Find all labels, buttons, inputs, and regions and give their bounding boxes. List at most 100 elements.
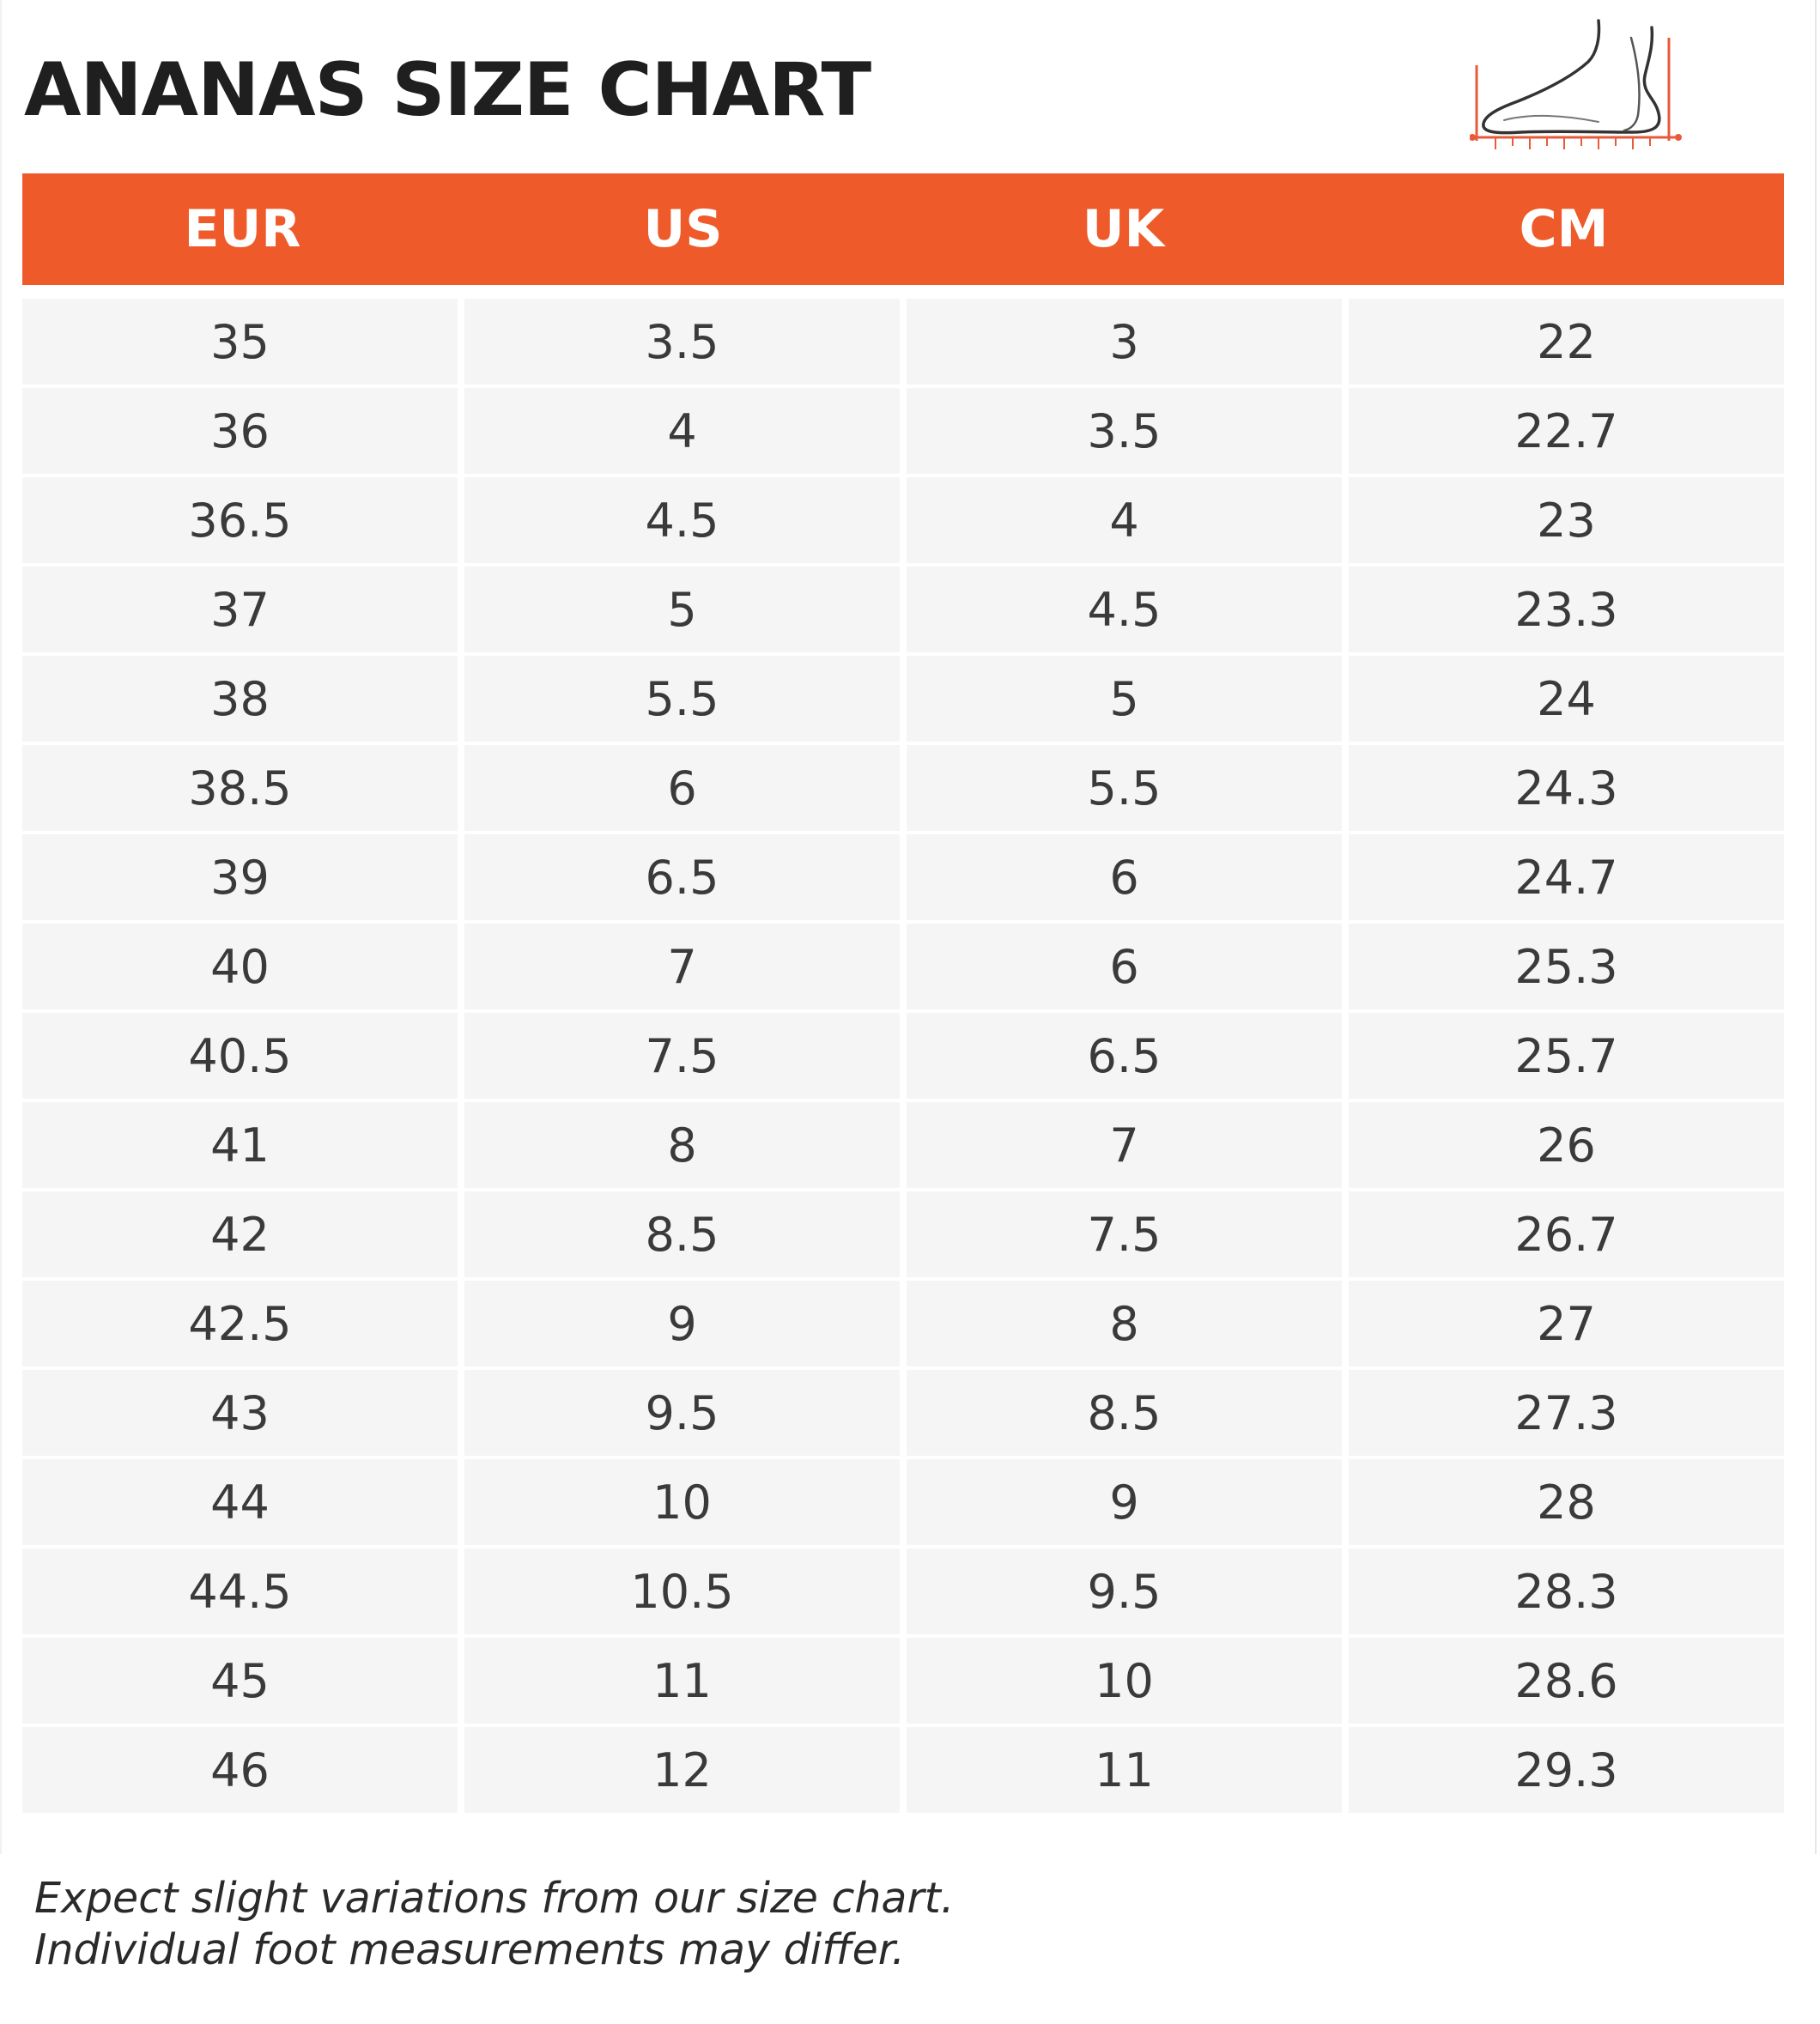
cell-us: 11 [464, 1638, 900, 1724]
cell-uk: 10 [907, 1638, 1342, 1724]
table-body: 35 3.5 3 22 36 4 3.5 22.7 36.5 4.5 4 23 37 5 4.5 23.3 38… [22, 299, 1784, 1813]
cell-uk: 11 [907, 1727, 1342, 1813]
cell-uk: 8 [907, 1281, 1342, 1367]
table-row: 38.5 6 5.5 24.3 [22, 745, 1784, 831]
cell-cm: 25.7 [1349, 1013, 1784, 1099]
cell-eur: 41 [22, 1102, 458, 1188]
cell-us: 3.5 [464, 299, 900, 385]
cell-uk: 7 [907, 1102, 1342, 1188]
cell-cm: 27 [1349, 1281, 1784, 1367]
cell-uk: 6 [907, 924, 1342, 1009]
disclaimer-line-2: Individual foot measurements may differ. [34, 1925, 906, 1974]
cell-us: 8 [464, 1102, 900, 1188]
cell-uk: 3.5 [907, 388, 1342, 474]
table-row: 40 7 6 25.3 [22, 924, 1784, 1009]
table-row: 36.5 4.5 4 23 [22, 477, 1784, 563]
cell-eur: 44.5 [22, 1548, 458, 1634]
cell-eur: 44 [22, 1459, 458, 1545]
cell-uk: 7.5 [907, 1191, 1342, 1277]
cell-cm: 26 [1349, 1102, 1784, 1188]
header-uk: UK [1082, 199, 1165, 259]
cell-eur: 36.5 [22, 477, 458, 563]
table-row: 39 6.5 6 24.7 [22, 834, 1784, 920]
cell-us: 10 [464, 1459, 900, 1545]
cell-uk: 8.5 [907, 1370, 1342, 1456]
cell-eur: 40.5 [22, 1013, 458, 1099]
cell-uk: 9 [907, 1459, 1342, 1545]
table-row: 44.5 10.5 9.5 28.3 [22, 1548, 1784, 1634]
table-row: 46 12 11 29.3 [22, 1727, 1784, 1813]
cell-cm: 23.3 [1349, 567, 1784, 652]
cell-cm: 23 [1349, 477, 1784, 563]
table-row: 36 4 3.5 22.7 [22, 388, 1784, 474]
cell-us: 9.5 [464, 1370, 900, 1456]
table-row: 43 9.5 8.5 27.3 [22, 1370, 1784, 1456]
cell-cm: 24.3 [1349, 745, 1784, 831]
cell-cm: 24.7 [1349, 834, 1784, 920]
page-title: ANANAS SIZE CHART [24, 47, 871, 133]
cell-uk: 5.5 [907, 745, 1342, 831]
table-row: 40.5 7.5 6.5 25.7 [22, 1013, 1784, 1099]
cell-eur: 38 [22, 656, 458, 742]
disclaimer-note: Expect slight variations from our size c… [34, 1873, 954, 1976]
cell-eur: 38.5 [22, 745, 458, 831]
cell-eur: 42 [22, 1191, 458, 1277]
foot-measurement-icon [1470, 19, 1682, 149]
cell-eur: 46 [22, 1727, 458, 1813]
cell-us: 4 [464, 388, 900, 474]
cell-eur: 43 [22, 1370, 458, 1456]
cell-eur: 45 [22, 1638, 458, 1724]
cell-cm: 27.3 [1349, 1370, 1784, 1456]
cell-cm: 28.6 [1349, 1638, 1784, 1724]
cell-cm: 25.3 [1349, 924, 1784, 1009]
cell-us: 6.5 [464, 834, 900, 920]
cell-us: 9 [464, 1281, 900, 1367]
table-row: 38 5.5 5 24 [22, 656, 1784, 742]
cell-eur: 42.5 [22, 1281, 458, 1367]
cell-eur: 39 [22, 834, 458, 920]
cell-cm: 22.7 [1349, 388, 1784, 474]
right-border [1815, 0, 1817, 1854]
cell-eur: 36 [22, 388, 458, 474]
cell-us: 6 [464, 745, 900, 831]
cell-cm: 29.3 [1349, 1727, 1784, 1813]
header-eur: EUR [184, 199, 301, 259]
cell-uk: 6.5 [907, 1013, 1342, 1099]
disclaimer-line-1: Expect slight variations from our size c… [34, 1874, 955, 1923]
table-header: EUR US UK CM [22, 173, 1784, 285]
cell-cm: 22 [1349, 299, 1784, 385]
cell-cm: 28 [1349, 1459, 1784, 1545]
cell-cm: 28.3 [1349, 1548, 1784, 1634]
header-us: US [643, 199, 723, 259]
cell-uk: 6 [907, 834, 1342, 920]
cell-cm: 24 [1349, 656, 1784, 742]
cell-uk: 4.5 [907, 567, 1342, 652]
cell-us: 5 [464, 567, 900, 652]
cell-us: 7.5 [464, 1013, 900, 1099]
size-table: EUR US UK CM 35 3.5 3 22 36 4 3.5 22.7 36.5 4.5 4 2… [22, 173, 1784, 1816]
cell-eur: 37 [22, 567, 458, 652]
cell-eur: 40 [22, 924, 458, 1009]
table-row: 35 3.5 3 22 [22, 299, 1784, 385]
left-border [0, 0, 2, 1854]
cell-uk: 4 [907, 477, 1342, 563]
cell-uk: 5 [907, 656, 1342, 742]
header-cm: CM [1519, 199, 1609, 259]
table-row: 44 10 9 28 [22, 1459, 1784, 1545]
table-row: 42 8.5 7.5 26.7 [22, 1191, 1784, 1277]
cell-us: 12 [464, 1727, 900, 1813]
cell-us: 10.5 [464, 1548, 900, 1634]
cell-eur: 35 [22, 299, 458, 385]
cell-uk: 3 [907, 299, 1342, 385]
cell-us: 5.5 [464, 656, 900, 742]
table-row: 45 11 10 28.6 [22, 1638, 1784, 1724]
table-row: 41 8 7 26 [22, 1102, 1784, 1188]
table-row: 37 5 4.5 23.3 [22, 567, 1784, 652]
cell-cm: 26.7 [1349, 1191, 1784, 1277]
table-row: 42.5 9 8 27 [22, 1281, 1784, 1367]
cell-us: 7 [464, 924, 900, 1009]
cell-us: 4.5 [464, 477, 900, 563]
cell-uk: 9.5 [907, 1548, 1342, 1634]
cell-us: 8.5 [464, 1191, 900, 1277]
